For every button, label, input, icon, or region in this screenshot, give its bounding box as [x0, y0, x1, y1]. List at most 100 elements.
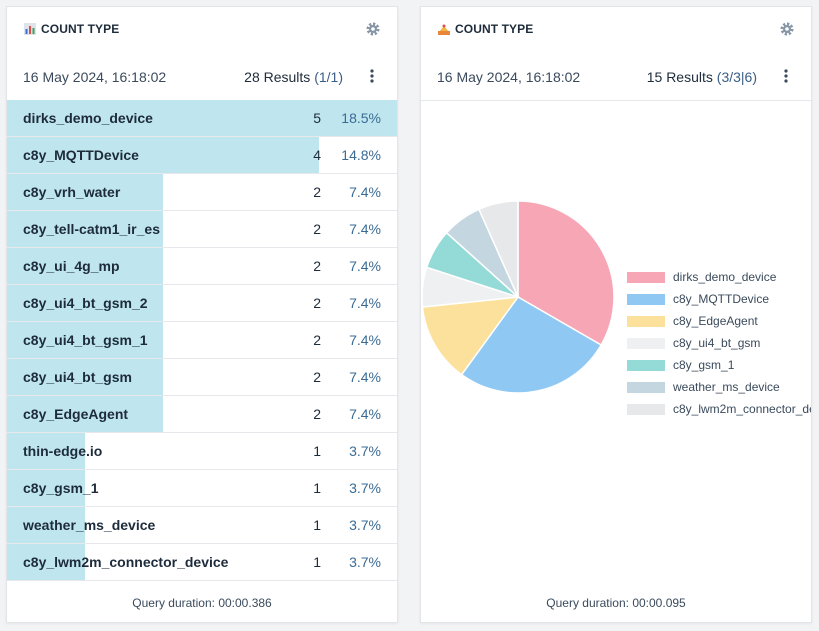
- row-percentage: 7.4%: [349, 184, 381, 200]
- table-row[interactable]: c8y_lwm2m_connector_device 1 3.7%: [7, 544, 397, 581]
- timestamp: 16 May 2024, 16:18:02: [437, 69, 581, 85]
- pie-chart-icon: [438, 24, 450, 35]
- row-type-name: c8y_ui4_bt_gsm: [23, 369, 132, 385]
- row-count: 2: [313, 332, 321, 348]
- value-bar: [7, 248, 163, 284]
- bar-chart-icon: [24, 23, 36, 35]
- table-row[interactable]: weather_ms_device 1 3.7%: [7, 507, 397, 544]
- table-row[interactable]: c8y_ui4_bt_gsm 2 7.4%: [7, 359, 397, 396]
- legend-label: c8y_ui4_bt_gsm: [673, 336, 761, 350]
- legend-swatch: [627, 271, 665, 283]
- row-count: 1: [313, 517, 321, 533]
- legend-swatch: [627, 403, 665, 415]
- value-bar: [7, 470, 85, 506]
- gear-icon[interactable]: [779, 21, 795, 37]
- row-count: 2: [313, 406, 321, 422]
- table-row[interactable]: c8y_gsm_1 1 3.7%: [7, 470, 397, 507]
- more-options-icon[interactable]: [367, 67, 377, 85]
- row-type-name: thin-edge.io: [23, 443, 103, 459]
- legend-item[interactable]: c8y_ui4_bt_gsm: [627, 332, 811, 354]
- row-percentage: 7.4%: [349, 406, 381, 422]
- gear-icon[interactable]: [365, 21, 381, 37]
- row-type-name: c8y_gsm_1: [23, 480, 99, 496]
- legend-label: c8y_lwm2m_connector_device: [673, 402, 811, 416]
- header-divider: [421, 100, 811, 101]
- pie-legend: dirks_demo_device c8y_MQTTDevice c8y_EdgeA…: [627, 266, 811, 420]
- table-row[interactable]: c8y_EdgeAgent 2 7.4%: [7, 396, 397, 433]
- row-percentage: 14.8%: [341, 147, 381, 163]
- row-count: 1: [313, 443, 321, 459]
- row-percentage: 18.5%: [341, 110, 381, 126]
- row-count: 1: [313, 480, 321, 496]
- table-row[interactable]: dirks_demo_device 5 18.5%: [7, 100, 397, 137]
- results-sub: (3/3|6): [716, 69, 757, 85]
- row-count: 2: [313, 258, 321, 274]
- query-duration: Query duration: 00:00.386: [132, 596, 272, 610]
- row-count: 4: [313, 147, 321, 163]
- widget-title-text: COUNT TYPE: [455, 22, 534, 36]
- results-count: 15 Results (3/3|6): [647, 69, 757, 85]
- legend-item[interactable]: c8y_lwm2m_connector_device: [627, 398, 811, 420]
- row-percentage: 7.4%: [349, 332, 381, 348]
- legend-item[interactable]: dirks_demo_device: [627, 266, 811, 288]
- pie-chart: [421, 200, 615, 394]
- pie-slice-c8y-edgeagent[interactable]: [421, 296, 520, 376]
- legend-swatch: [627, 337, 665, 349]
- legend-label: dirks_demo_device: [673, 270, 777, 284]
- row-type-name: dirks_demo_device: [23, 110, 153, 126]
- pie-slice-c8y-lwm2m-connector-device[interactable]: [477, 200, 519, 298]
- table-row[interactable]: c8y_ui_4g_mp 2 7.4%: [7, 248, 397, 285]
- row-type-name: c8y_ui4_bt_gsm_2: [23, 295, 148, 311]
- value-bar: [7, 211, 163, 247]
- legend-swatch: [627, 315, 665, 327]
- results-sub: (1/1): [314, 69, 343, 85]
- legend-item[interactable]: c8y_MQTTDevice: [627, 288, 811, 310]
- legend-swatch: [627, 293, 665, 305]
- row-type-name: c8y_lwm2m_connector_device: [23, 554, 229, 570]
- row-type-name: weather_ms_device: [23, 517, 156, 533]
- row-count: 1: [313, 554, 321, 570]
- results-label: 28 Results: [244, 69, 311, 85]
- row-percentage: 3.7%: [349, 480, 381, 496]
- table-row[interactable]: c8y_tell-catm1_ir_es 2 7.4%: [7, 211, 397, 248]
- legend-item[interactable]: c8y_EdgeAgent: [627, 310, 811, 332]
- legend-label: c8y_EdgeAgent: [673, 314, 758, 328]
- row-percentage: 7.4%: [349, 221, 381, 237]
- results-count: 28 Results (1/1): [244, 69, 343, 85]
- result-meta: 16 May 2024, 16:18:02 15 Results (3/3|6): [437, 69, 795, 85]
- value-bar: [7, 285, 163, 321]
- count-type-pie-widget: COUNT TYPE 16 May 2024, 16:18:02 15 Resu…: [420, 6, 812, 623]
- table-row[interactable]: c8y_ui4_bt_gsm_1 2 7.4%: [7, 322, 397, 359]
- table-row[interactable]: c8y_MQTTDevice 4 14.8%: [7, 137, 397, 174]
- value-bar: [7, 433, 85, 469]
- value-bar: [7, 507, 85, 543]
- legend-label: c8y_MQTTDevice: [673, 292, 770, 306]
- more-options-icon[interactable]: [781, 67, 791, 85]
- value-bar: [7, 396, 163, 432]
- value-bar: [7, 544, 85, 580]
- row-percentage: 7.4%: [349, 295, 381, 311]
- query-duration: Query duration: 00:00.095: [546, 596, 686, 610]
- value-bar: [7, 322, 163, 358]
- row-type-name: c8y_vrh_water: [23, 184, 121, 200]
- row-count: 2: [313, 369, 321, 385]
- row-type-name: c8y_ui4_bt_gsm_1: [23, 332, 148, 348]
- legend-item[interactable]: c8y_gsm_1: [627, 354, 811, 376]
- pie-slice-dirks-demo-device[interactable]: [517, 200, 615, 347]
- result-table: dirks_demo_device 5 18.5% c8y_MQTTDevice 4 14…: [7, 100, 397, 581]
- value-bar: [7, 174, 163, 210]
- results-label: 15 Results: [646, 69, 713, 85]
- pie-slice-c8y-mqttdevice[interactable]: [460, 296, 603, 394]
- row-percentage: 3.7%: [349, 554, 381, 570]
- row-percentage: 7.4%: [349, 258, 381, 274]
- legend-item[interactable]: weather_ms_device: [627, 376, 811, 398]
- table-row[interactable]: c8y_vrh_water 2 7.4%: [7, 174, 397, 211]
- table-row[interactable]: thin-edge.io 1 3.7%: [7, 433, 397, 470]
- value-bar: [7, 137, 319, 173]
- row-count: 2: [313, 184, 321, 200]
- table-row[interactable]: c8y_ui4_bt_gsm_2 2 7.4%: [7, 285, 397, 322]
- row-type-name: c8y_ui_4g_mp: [23, 258, 120, 274]
- legend-label: weather_ms_device: [673, 380, 780, 394]
- widget-title: COUNT TYPE: [437, 22, 533, 36]
- widget-title-text: COUNT TYPE: [41, 22, 120, 36]
